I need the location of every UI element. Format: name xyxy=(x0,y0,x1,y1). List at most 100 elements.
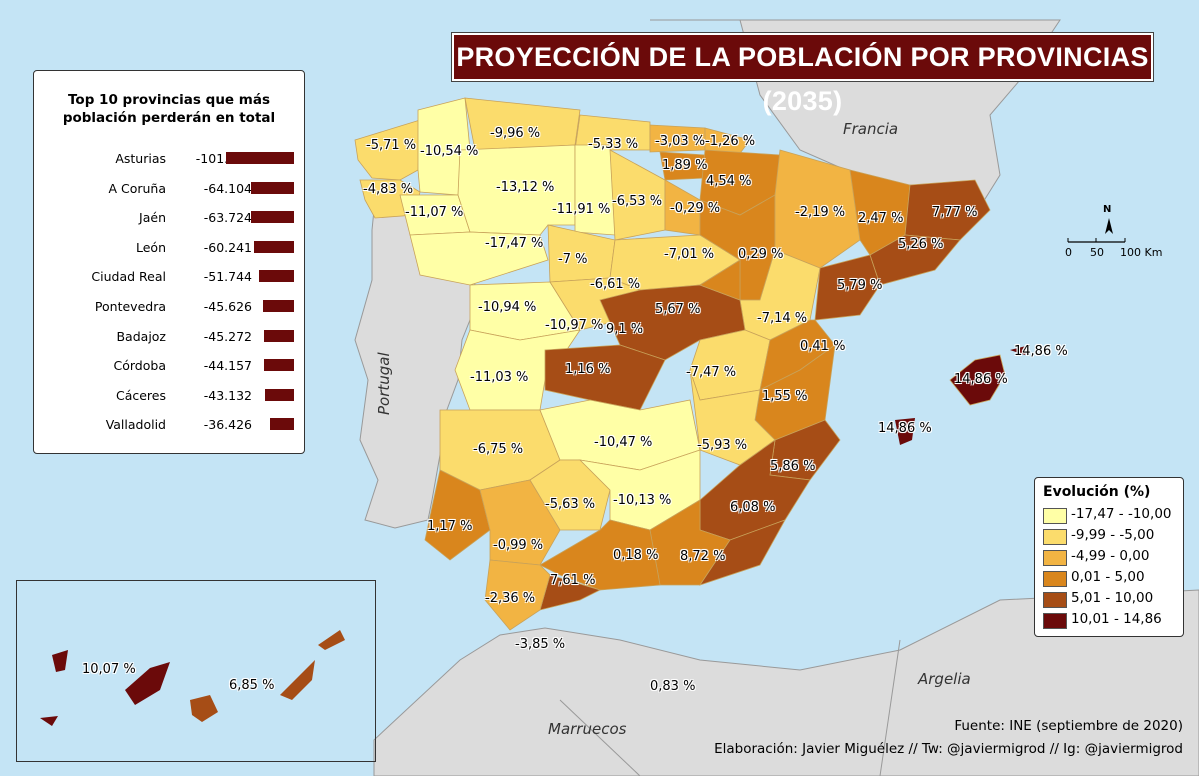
top10-row: Jaén -63.724 xyxy=(34,208,304,228)
top10-row-bar xyxy=(263,300,294,312)
province-value-label: -5,33 % xyxy=(588,137,639,152)
province-value-label: -7,47 % xyxy=(686,365,737,380)
province-value-label: -11,03 % xyxy=(470,370,529,385)
province-value-label: -0,29 % xyxy=(670,201,721,216)
legend-label: 10,01 - 14,86 xyxy=(1071,611,1162,627)
province-value-label: -10,94 % xyxy=(478,300,537,315)
country-label-portugal: Portugal xyxy=(375,352,393,415)
country-label-marruecos: Marruecos xyxy=(548,720,627,738)
legend-swatch xyxy=(1043,550,1067,566)
top10-row-name: Asturias xyxy=(115,151,166,166)
province-value-label: -6,53 % xyxy=(612,194,663,209)
province-value-label: 1,55 % xyxy=(762,389,808,404)
province-value-label: 10,07 % xyxy=(82,662,136,677)
island-gran-canaria xyxy=(190,695,218,722)
province-value-label: 0,41 % xyxy=(800,339,846,354)
province-value-label: 0,29 % xyxy=(738,247,784,262)
province-value-label: -3,03 % xyxy=(655,134,706,149)
province-value-label: -6,75 % xyxy=(473,442,524,457)
province-value-label: -2,36 % xyxy=(485,591,536,606)
top10-row-bar xyxy=(264,329,294,342)
legend-label: -17,47 - -10,00 xyxy=(1071,506,1172,522)
legend-title: Evolución (%) xyxy=(1043,484,1151,500)
top10-row-value: -45.272 xyxy=(203,328,252,344)
province-value-label: -10,97 % xyxy=(545,318,604,333)
province-value-label: 1,89 % xyxy=(662,158,708,173)
top10-row: Ciudad Real -51.744 xyxy=(34,267,304,287)
legend-label: -4,99 - 0,00 xyxy=(1071,548,1150,564)
country-label-argelia: Argelia xyxy=(918,670,971,688)
top10-row-name: Valladolid xyxy=(105,417,166,433)
province-value-label: 2,47 % xyxy=(858,211,904,226)
province-value-label: -11,07 % xyxy=(405,205,464,220)
province-guadalajara xyxy=(699,259,741,301)
island-lanzarote xyxy=(318,630,345,650)
province-value-label: -10,13 % xyxy=(613,493,672,508)
province-value-label: 5,79 % xyxy=(837,278,883,293)
province-value-label: -17,47 % xyxy=(485,236,544,251)
island-la-palma xyxy=(52,650,68,672)
province-value-label: -5,71 % xyxy=(366,138,417,153)
province-value-label: 7,61 % xyxy=(550,573,596,588)
legend-label: 5,01 - 10,00 xyxy=(1071,590,1154,606)
scale-bar: N 0 50 100 Km xyxy=(1060,200,1170,270)
top10-row-bar xyxy=(251,181,294,194)
top10-row-name: Cáceres xyxy=(115,387,166,403)
country-label-francia: Francia xyxy=(843,120,899,138)
province-value-label: 6,08 % xyxy=(730,500,776,515)
legend-swatch xyxy=(1043,529,1067,545)
top10-row: A Coruña -64.104 xyxy=(34,179,304,199)
island-mallorca xyxy=(949,354,1006,406)
island-menorca xyxy=(1010,345,1030,355)
province-value-label: 5,26 % xyxy=(898,237,944,252)
legend-swatch xyxy=(1043,613,1067,629)
province-malaga-granada xyxy=(539,519,661,591)
province-value-label: -7,14 % xyxy=(757,311,808,326)
top10-row: Cáceres -43.132 xyxy=(34,386,304,406)
province-value-label: 4,54 % xyxy=(706,174,752,189)
scale-tick-100: 100 Km xyxy=(1120,246,1163,259)
scale-tick-50: 50 xyxy=(1090,246,1104,259)
top10-row-bar xyxy=(259,270,294,283)
north-arrow-label: N xyxy=(1103,204,1112,215)
province-zamora xyxy=(409,231,549,286)
province-value-label: -9,96 % xyxy=(490,126,541,141)
top10-row-value: -60.241 xyxy=(203,239,252,255)
island-tenerife xyxy=(125,662,170,705)
province-tarragona xyxy=(814,254,881,321)
top10-row-bar xyxy=(251,211,294,224)
top10-row-bar xyxy=(265,388,294,401)
top10-title: Top 10 provincias que más población perd… xyxy=(62,92,276,126)
map-title: PROYECCIÓN DE LA POBLACIÓN POR PROVINCIA… xyxy=(452,33,1153,116)
province-value-label: -7 % xyxy=(558,252,588,267)
province-value-label: 0,18 % xyxy=(613,548,659,563)
province-almeria xyxy=(699,519,786,586)
legend-swatch xyxy=(1043,508,1067,524)
top10-row-bar xyxy=(226,152,294,164)
top10-row-value: -63.724 xyxy=(203,210,252,226)
top10-row-value: -36.426 xyxy=(203,417,252,433)
province-value-label: 14,86 % xyxy=(1014,344,1068,359)
province-value-label: -2,19 % xyxy=(795,205,846,220)
top10-row-bar xyxy=(270,418,294,431)
africa-land xyxy=(373,589,1199,776)
top10-row: León -60.241 xyxy=(34,238,304,258)
top10-row-value: -43.132 xyxy=(203,387,252,403)
island-el-hierro xyxy=(40,716,58,726)
province-value-label: -5,93 % xyxy=(697,438,748,453)
author-text: Elaboración: Javier Miguélez // Tw: @jav… xyxy=(714,741,1183,757)
province-value-label: -10,47 % xyxy=(594,435,653,450)
province-value-label: 14,86 % xyxy=(878,421,932,436)
source-text: Fuente: INE (septiembre de 2020) xyxy=(954,718,1183,734)
legend-swatch xyxy=(1043,592,1067,608)
province-barcelona xyxy=(869,234,961,286)
province-value-label: 1,16 % xyxy=(565,362,611,377)
province-value-label: -13,12 % xyxy=(496,180,555,195)
province-value-label: -0,99 % xyxy=(493,538,544,553)
province-value-label: 9,1 % xyxy=(606,322,644,337)
top10-row-name: Badajoz xyxy=(116,328,166,344)
top10-row-value: -64.104 xyxy=(203,180,252,196)
province-girona xyxy=(904,179,991,241)
province-albacete xyxy=(689,369,776,466)
